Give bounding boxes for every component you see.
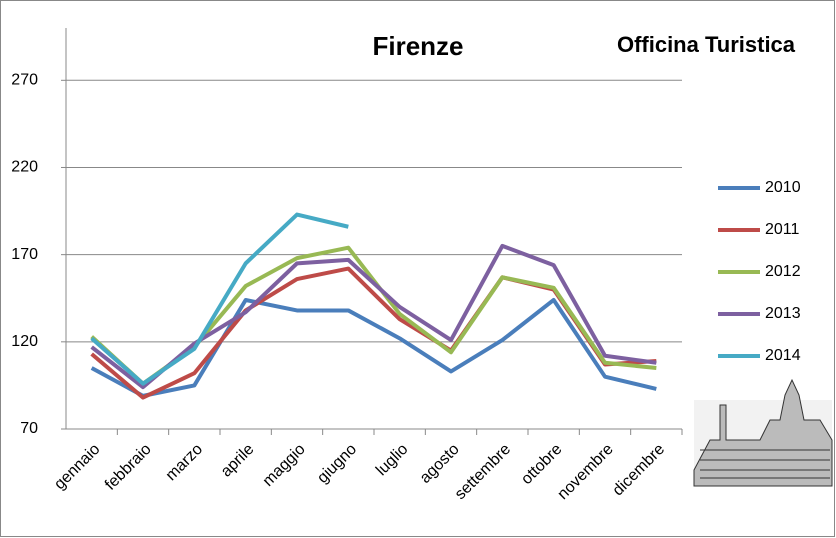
series-line (90, 297, 657, 398)
legend-label: 2011 (765, 221, 800, 238)
y-tick-label: 70 (20, 420, 38, 437)
y-tick-label: 220 (11, 159, 38, 176)
legend-label: 2010 (765, 179, 801, 196)
series-line (90, 212, 349, 386)
chart-title: Firenze (372, 31, 463, 61)
y-tick-label: 120 (11, 333, 38, 350)
y-tick-label: 270 (11, 72, 38, 89)
legend-label: 2014 (765, 347, 801, 364)
series-line (90, 243, 657, 390)
legend-label: 2013 (765, 305, 801, 322)
y-tick-label: 170 (11, 246, 38, 263)
legend-label: 2012 (765, 263, 801, 280)
city-illustration (693, 378, 833, 487)
logo: Officina Turistica (617, 32, 796, 57)
